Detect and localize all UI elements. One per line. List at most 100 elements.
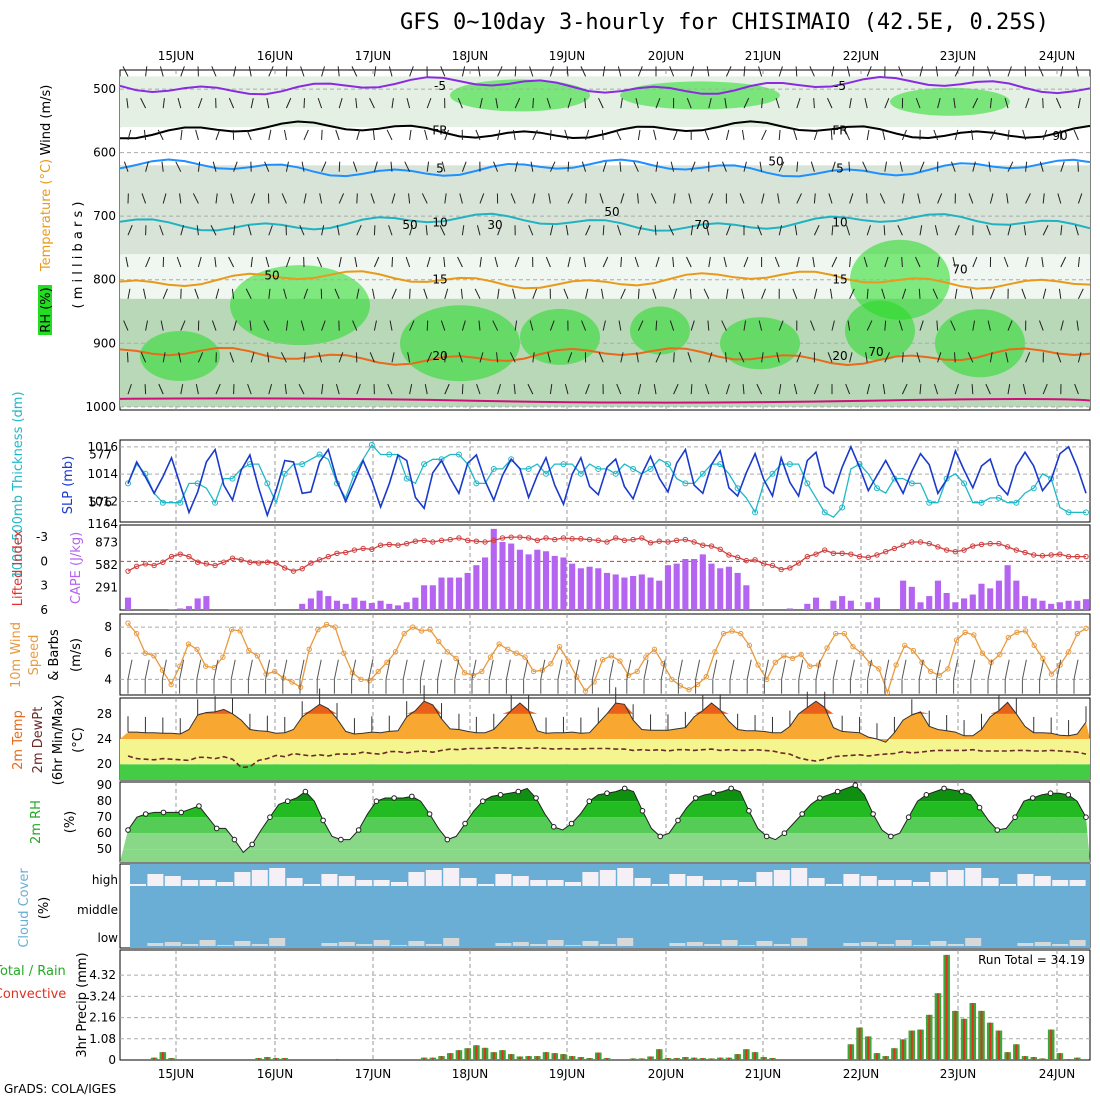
- wind-barb: [849, 352, 853, 363]
- wind-barb: [492, 320, 499, 331]
- rh-point: [373, 798, 380, 805]
- cloud-low-fill: [1017, 943, 1034, 946]
- wind-point: [910, 647, 917, 654]
- thickness-point: [125, 480, 131, 487]
- li-point: [517, 534, 523, 540]
- wind-barb: [778, 129, 781, 140]
- wind-barb: [162, 193, 167, 204]
- li-point: [1004, 544, 1011, 550]
- rh-point: [657, 833, 664, 840]
- cape-bar: [177, 608, 184, 610]
- wind-barb: [1042, 225, 1049, 236]
- wind-barb: [530, 161, 534, 172]
- wind-barb: [989, 98, 992, 109]
- rh-point: [320, 817, 326, 824]
- li-point: [264, 559, 271, 565]
- pressure-tick: 1000: [85, 400, 116, 414]
- li-point: [447, 536, 453, 543]
- cape-tick: 582: [95, 558, 118, 572]
- wind-barb: [423, 288, 428, 299]
- wind-barb: [549, 161, 556, 172]
- cape-bar: [360, 600, 367, 610]
- precip-conv-bar: [457, 1050, 460, 1060]
- wind-barb: [479, 256, 482, 268]
- rh-point: [994, 827, 1001, 833]
- wind-barb: [421, 193, 428, 204]
- li-point: [151, 562, 157, 569]
- wind-barb: [739, 193, 745, 204]
- li-point: [700, 542, 706, 548]
- wind-barb: [215, 129, 221, 141]
- li-point: [943, 547, 950, 553]
- wind-barb: [125, 256, 129, 268]
- cape-bar: [708, 563, 715, 610]
- wind-barb: [549, 66, 554, 77]
- wind-barb: [898, 66, 903, 77]
- wind-barb: [741, 129, 745, 140]
- li-axis-label: Lifted Index: [11, 529, 26, 606]
- wind-barb: [497, 66, 503, 77]
- wind-barb: [721, 320, 727, 331]
- wind-barb: [229, 352, 235, 363]
- wind-barb: [546, 97, 551, 109]
- rh-point: [125, 827, 131, 833]
- wind-barb: [127, 659, 133, 680]
- cloud-low-fill: [547, 940, 564, 946]
- temp-hot-area: [120, 701, 1090, 714]
- cloud-high-gap: [895, 880, 912, 886]
- precip-conv-bar: [989, 1022, 992, 1060]
- cloud-low-fill: [860, 942, 877, 946]
- wind-barb: [901, 659, 907, 680]
- wind-barb: [407, 352, 411, 363]
- wind-point: [599, 657, 606, 663]
- wind-barb: [250, 352, 255, 363]
- wind-point: [366, 677, 373, 684]
- wind-barb: [338, 97, 343, 109]
- wind-barb: [532, 129, 538, 141]
- wind-barb: [725, 288, 729, 299]
- thickness-point: [386, 451, 393, 458]
- wind-barb: [532, 288, 538, 299]
- cloud-high-gap: [443, 868, 460, 886]
- wind-barb: [724, 98, 727, 109]
- wind-barb: [652, 288, 657, 299]
- wind-barb: [813, 98, 815, 109]
- wind-barb: [426, 161, 430, 172]
- cloud-low-fill: [599, 944, 616, 946]
- thickness-point: [978, 499, 985, 506]
- wind-barb: [126, 352, 129, 363]
- precip-conv-bar: [727, 1057, 730, 1060]
- wind-barb: [197, 256, 202, 268]
- wind-point: [945, 666, 951, 672]
- bottom-day-label: 17JUN: [355, 1067, 392, 1081]
- wind-barb: [1007, 384, 1011, 395]
- wind-barb: [196, 225, 199, 236]
- wind-barb: [334, 288, 340, 299]
- rh-point: [338, 836, 344, 843]
- wind-barb: [970, 288, 974, 299]
- wind-barb: [866, 320, 873, 331]
- precip-conv-bar: [649, 1056, 652, 1060]
- wind-barb: [934, 225, 939, 236]
- wind-barb: [284, 384, 287, 395]
- cape-bar: [908, 586, 915, 610]
- cloud-low-fill: [217, 945, 233, 946]
- li-point: [438, 537, 445, 544]
- wind-barb: [781, 659, 787, 680]
- wind-barb: [1057, 193, 1062, 204]
- wind-barb: [591, 659, 597, 680]
- wind-point: [625, 672, 632, 679]
- wind-barb: [829, 288, 833, 299]
- precip-conv-bar: [423, 1057, 426, 1060]
- wind-barb: [585, 129, 590, 141]
- precip-conv-bar: [945, 954, 948, 1060]
- wind-barb: [689, 288, 692, 299]
- thickness-point: [630, 465, 637, 472]
- precip-conv-bar: [1006, 1052, 1009, 1060]
- wind-point: [246, 647, 252, 654]
- wind-barb: [574, 659, 580, 680]
- thickness-point: [455, 451, 462, 458]
- precip-conv-bar: [153, 1057, 156, 1060]
- rh-point: [675, 817, 681, 824]
- precip-conv-bar: [588, 1058, 591, 1060]
